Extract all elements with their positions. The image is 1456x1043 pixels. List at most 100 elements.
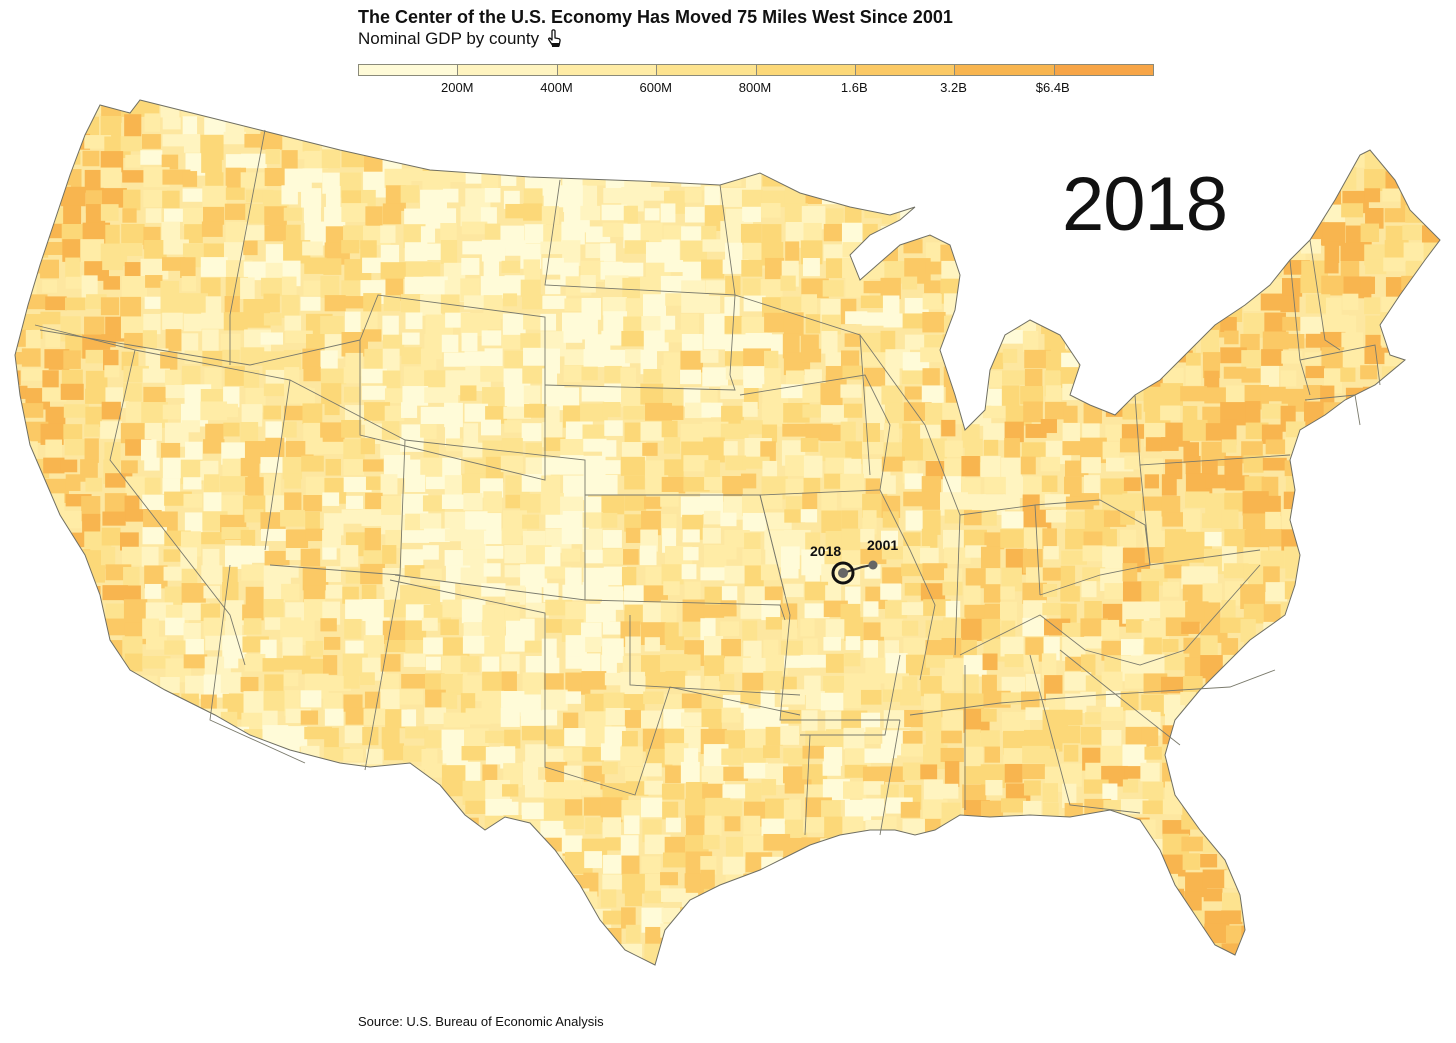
county-cell xyxy=(1023,132,1050,152)
county-cell xyxy=(64,169,82,188)
county-cell xyxy=(840,473,864,491)
county-cell xyxy=(860,116,889,129)
county-cell xyxy=(980,730,1000,748)
county-cell xyxy=(700,135,723,150)
county-cell xyxy=(741,495,766,517)
county-cell xyxy=(482,440,505,461)
county-cell xyxy=(24,510,48,530)
county-cell xyxy=(444,475,463,498)
county-cell xyxy=(24,655,39,676)
county-cell xyxy=(725,455,747,471)
county-cell xyxy=(1401,388,1420,401)
county-cell xyxy=(1021,442,1050,458)
county-cell xyxy=(780,100,809,121)
county-cell xyxy=(1080,889,1109,911)
county-cell xyxy=(983,584,1001,603)
county-cell xyxy=(420,189,447,209)
county-cell xyxy=(1081,100,1107,121)
county-cell xyxy=(1344,511,1367,525)
county-cell xyxy=(1122,563,1138,582)
county-cell xyxy=(844,887,867,911)
county-cell xyxy=(400,151,421,164)
county-cell xyxy=(443,262,466,283)
county-cell xyxy=(245,872,267,890)
county-cell xyxy=(101,726,124,748)
county-cell xyxy=(944,547,971,565)
county-cell xyxy=(861,852,882,865)
county-cell xyxy=(543,348,560,374)
county-cell xyxy=(381,945,400,962)
county-cell xyxy=(1262,457,1287,471)
county-cell xyxy=(924,204,940,219)
county-cell xyxy=(1242,170,1259,186)
county-cell xyxy=(1185,766,1206,783)
county-cell xyxy=(921,923,946,944)
county-cell xyxy=(102,511,126,526)
county-cell xyxy=(1401,923,1424,947)
county-cell xyxy=(725,366,744,380)
county-cell xyxy=(963,766,983,784)
county-cell xyxy=(1101,707,1124,722)
county-cell xyxy=(1280,838,1303,858)
county-cell xyxy=(1202,836,1230,853)
county-cell xyxy=(341,149,366,168)
county-cell xyxy=(921,834,937,854)
county-cell xyxy=(1325,654,1341,677)
county-cell xyxy=(761,856,785,880)
county-cell xyxy=(580,205,601,221)
county-cell xyxy=(1345,837,1364,854)
county-cell xyxy=(502,941,526,965)
county-cell xyxy=(640,421,666,441)
county-cell xyxy=(145,275,163,288)
county-cell xyxy=(305,511,320,534)
county-cell xyxy=(224,366,245,386)
county-cell xyxy=(40,311,61,325)
county-cell xyxy=(325,185,341,211)
county-cell xyxy=(882,511,899,528)
county-cell xyxy=(460,385,477,401)
center-of-economy-markers xyxy=(831,560,878,585)
county-cell xyxy=(41,657,62,678)
county-cell xyxy=(561,221,585,245)
county-cell xyxy=(582,170,606,186)
pointer-hand-icon[interactable] xyxy=(547,29,563,49)
county-cell xyxy=(1043,725,1063,752)
county-cell xyxy=(1442,440,1456,461)
county-cell xyxy=(383,599,411,618)
county-cell xyxy=(863,423,881,443)
county-cell xyxy=(521,871,536,892)
county-cell xyxy=(1404,942,1425,965)
county-cell xyxy=(443,352,468,367)
county-cell xyxy=(581,314,598,340)
county-cell xyxy=(962,674,979,698)
county-cell xyxy=(440,673,463,695)
county-cell xyxy=(1442,533,1456,550)
us-county-gdp-map[interactable] xyxy=(0,95,1456,1005)
state-border-line xyxy=(909,669,1276,716)
county-cell xyxy=(122,208,137,223)
county-cell xyxy=(1324,528,1351,547)
county-cell xyxy=(760,981,784,1000)
county-cell xyxy=(1041,225,1065,242)
county-cell xyxy=(822,100,844,109)
county-cell xyxy=(885,653,908,677)
county-cell xyxy=(1004,154,1020,168)
county-cell xyxy=(540,820,566,839)
county-cell xyxy=(501,100,521,115)
county-cell xyxy=(900,980,927,1005)
county-cell xyxy=(120,908,148,930)
county-cell xyxy=(544,566,572,579)
county-cell xyxy=(384,802,412,821)
county-cell xyxy=(302,168,323,183)
county-cell xyxy=(1383,257,1406,272)
county-cell xyxy=(1081,581,1097,598)
county-cell xyxy=(560,151,579,175)
county-cell xyxy=(1421,131,1440,145)
county-cell xyxy=(823,676,850,695)
county-cell xyxy=(82,655,107,672)
county-cell xyxy=(1102,387,1118,400)
county-cell xyxy=(844,333,865,347)
county-cell xyxy=(464,351,491,367)
county-cell xyxy=(1164,529,1187,552)
county-cell xyxy=(520,564,548,588)
